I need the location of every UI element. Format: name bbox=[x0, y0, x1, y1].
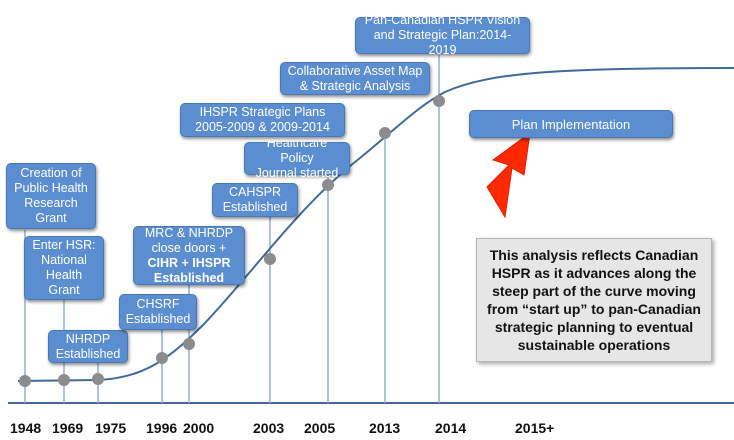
milestone-box-asset-map: Collaborative Asset Map & Strategic Anal… bbox=[280, 62, 430, 95]
axis-year-label: 2014 bbox=[435, 420, 467, 436]
milestone-point bbox=[92, 373, 104, 385]
axis-year-label: 1948 bbox=[10, 420, 42, 436]
milestone-label: Creation of Public Health Research Grant bbox=[14, 166, 88, 225]
milestone-box-pan-canadian-vision: Pan-Canadian HSPR Vision and Strategic P… bbox=[355, 13, 530, 57]
milestone-box-1969: Enter HSR: National Health Grant bbox=[24, 236, 104, 300]
milestone-box-1975: NHRDP Established bbox=[48, 330, 128, 363]
growth-s-curve bbox=[17, 67, 734, 382]
axis-year-label: 2015+ bbox=[515, 420, 555, 436]
upward-arrow-icon bbox=[486, 131, 531, 219]
plan-implementation-box: Plan Implementation bbox=[469, 110, 673, 138]
axis-year-label: 1975 bbox=[95, 420, 127, 436]
axis-year-label: 2000 bbox=[183, 420, 215, 436]
milestone-point bbox=[183, 338, 195, 350]
milestone-label: CAHSPR Established bbox=[222, 185, 288, 214]
milestone-box-1996: CHSRF Established bbox=[119, 294, 197, 330]
milestone-box-2005: Healthcare Policy Journal started bbox=[244, 136, 350, 180]
milestone-point bbox=[264, 253, 276, 265]
analysis-note: This analysis reflects Canadian HSPR as … bbox=[476, 238, 712, 362]
axis-year-label: 2003 bbox=[253, 420, 285, 436]
milestone-point bbox=[322, 179, 334, 191]
plan-implementation-label: Plan Implementation bbox=[511, 116, 631, 132]
milestone-label: CHSRF Established bbox=[125, 297, 191, 326]
milestone-box-1948: Creation of Public Health Research Grant bbox=[6, 163, 96, 229]
milestone-label: Healthcare Policy Journal started bbox=[255, 136, 339, 180]
milestone-point bbox=[433, 95, 445, 107]
analysis-note-text: This analysis reflects Canadian HSPR as … bbox=[487, 247, 701, 353]
milestone-point bbox=[379, 127, 391, 139]
milestone-label: IHSPR Strategic Plans 2005-2009 & 2009-2… bbox=[195, 105, 330, 134]
milestone-label: Collaborative Asset Map & Strategic Anal… bbox=[287, 63, 423, 93]
milestone-label: Enter HSR: National Health Grant bbox=[32, 238, 96, 297]
milestone-point bbox=[58, 374, 70, 386]
axis-year-label: 2005 bbox=[304, 420, 336, 436]
milestone-box-2003: CAHSPR Established bbox=[212, 183, 298, 217]
milestone-point bbox=[156, 352, 168, 364]
milestone-label: NHRDP Established bbox=[55, 331, 121, 361]
axis-year-label: 1996 bbox=[146, 420, 178, 436]
milestone-label: Pan-Canadian HSPR Vision and Strategic P… bbox=[364, 13, 521, 57]
milestone-box-2000: MRC & NHRDP close doors + CIHR + IHSPR E… bbox=[133, 226, 245, 285]
axis-year-label: 2013 bbox=[369, 420, 401, 436]
milestone-label: MRC & NHRDP close doors + CIHR + IHSPR E… bbox=[144, 225, 234, 285]
milestone-box-strategic-plans: IHSPR Strategic Plans 2005-2009 & 2009-2… bbox=[180, 103, 345, 137]
axis-year-label: 1969 bbox=[52, 420, 84, 436]
milestone-point bbox=[19, 375, 31, 387]
